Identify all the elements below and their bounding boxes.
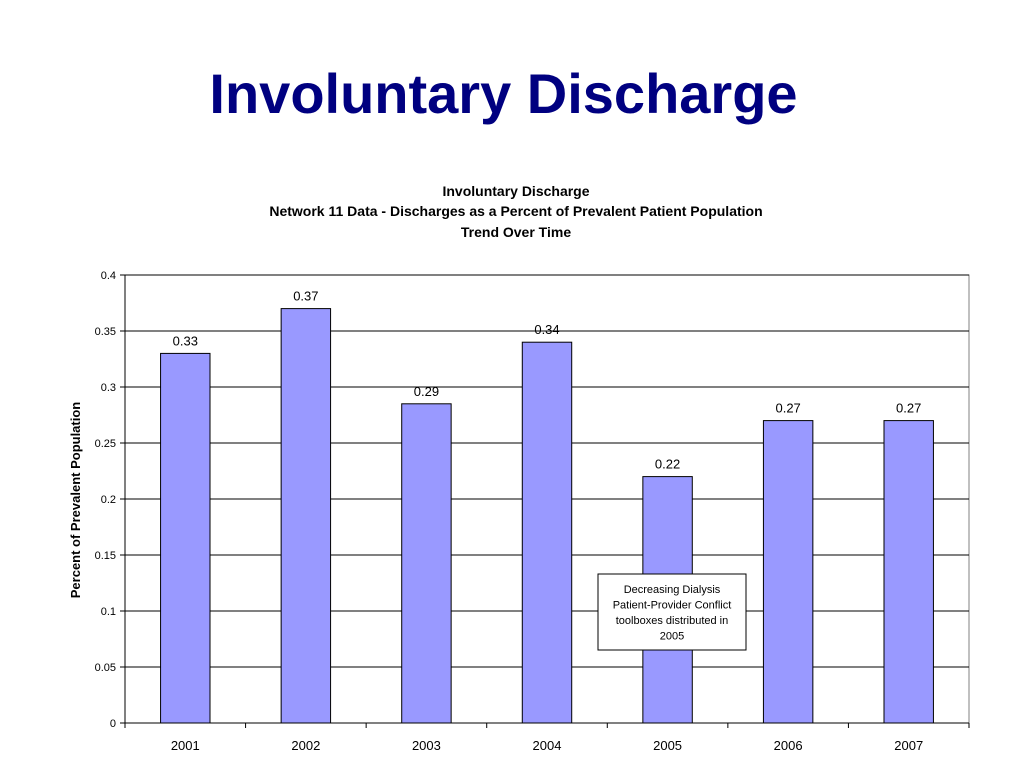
- plot-area: 0 0.05 0.1 0.15 0.2 0.25 0.3 0.35 0.4 0.33 2001 0.3…: [95, 270, 970, 753]
- y-tick-label: 0.25: [95, 438, 116, 450]
- chart-title: Involuntary Discharge: [442, 183, 589, 199]
- data-label: 0.22: [655, 457, 680, 472]
- y-tick-label: 0.2: [101, 494, 116, 506]
- bar: [280, 308, 332, 724]
- y-tick-label: 0.15: [95, 550, 116, 562]
- x-tick-label: 2006: [774, 738, 803, 753]
- bar: [762, 420, 814, 724]
- bar: [521, 341, 573, 724]
- y-tick-label: 0.1: [101, 606, 116, 618]
- data-label: 0.29: [414, 384, 439, 399]
- chart-subtitle: Network 11 Data - Discharges as a Percen…: [269, 203, 762, 219]
- data-label: 0.27: [896, 401, 921, 416]
- y-tick-label: 0.05: [95, 662, 116, 674]
- y-axis-label: Percent of Prevalent Population: [68, 402, 83, 599]
- bar: [401, 403, 452, 724]
- y-tick-label: 0.35: [95, 326, 116, 338]
- annotation-box: [597, 573, 747, 651]
- x-tick-label: 2001: [171, 738, 200, 753]
- data-label: 0.27: [775, 401, 800, 416]
- x-tick-label: 2003: [412, 738, 441, 753]
- annotation-text: Decreasing Dialysis: [624, 584, 721, 596]
- bar: [883, 420, 934, 724]
- chart-subtitle-2: Trend Over Time: [461, 224, 571, 240]
- data-label: 0.34: [534, 322, 559, 337]
- slide-title: Involuntary Discharge: [209, 62, 798, 125]
- x-tick-label: 2002: [291, 738, 320, 753]
- y-tick-label: 0.3: [101, 382, 116, 394]
- bar: [160, 352, 211, 724]
- x-tick-label: 2007: [894, 738, 923, 753]
- annotation-text: 2005: [660, 631, 684, 643]
- data-label: 0.37: [293, 289, 318, 304]
- annotation-text: toolboxes distributed in: [616, 615, 729, 627]
- data-label: 0.33: [173, 333, 198, 348]
- x-tick-label: 2004: [533, 738, 562, 753]
- annotation-text: Patient-Provider Conflict: [613, 600, 732, 612]
- y-tick-label: 0.4: [101, 270, 116, 282]
- y-tick-label: 0: [110, 718, 116, 730]
- x-tick-label: 2005: [653, 738, 682, 753]
